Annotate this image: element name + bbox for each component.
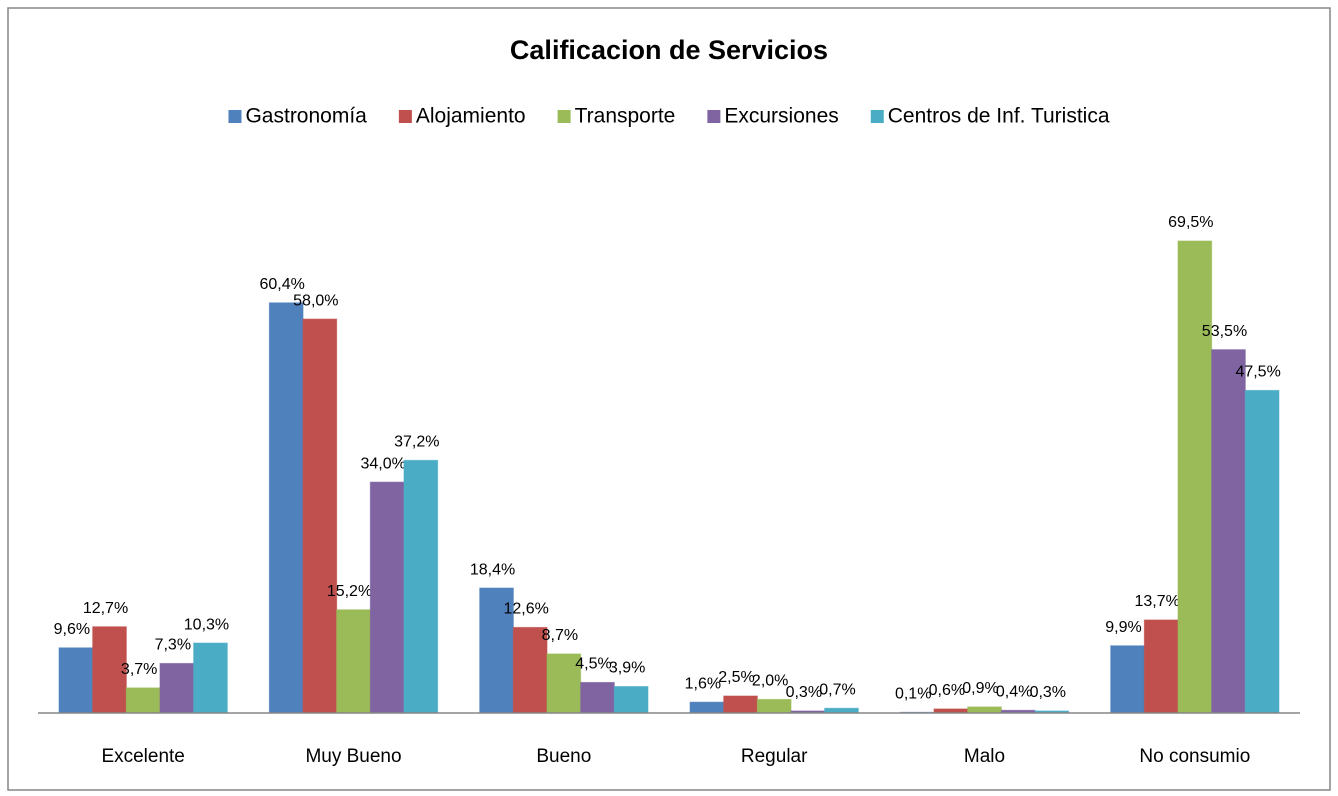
bar (479, 587, 514, 714)
bar (1143, 619, 1179, 714)
bar (403, 459, 439, 714)
data-label: 2,0% (752, 673, 788, 690)
data-label: 9,9% (1105, 619, 1141, 636)
data-label: 3,9% (609, 660, 645, 677)
data-label: 8,7% (542, 627, 578, 644)
data-label: 4,5% (575, 656, 611, 673)
bar (1244, 389, 1280, 714)
data-label: 60,4% (260, 276, 305, 293)
data-label: 58,0% (293, 292, 338, 309)
data-label: 7,3% (155, 637, 191, 654)
legend-label: Gastronomía (245, 105, 367, 128)
data-label: 69,5% (1168, 214, 1213, 231)
legend-label: Alojamiento (416, 105, 526, 128)
data-label: 0,7% (819, 681, 855, 698)
legend-swatch (870, 110, 884, 123)
bar (1177, 240, 1213, 714)
bar (369, 481, 405, 714)
legend-swatch (228, 110, 242, 123)
data-label: 1,6% (685, 675, 721, 692)
data-label: 18,4% (470, 561, 515, 578)
chart-title: Calificacion de Servicios (510, 35, 828, 65)
x-tick-label: Muy Bueno (305, 746, 401, 767)
data-label: 0,3% (786, 684, 822, 701)
data-label: 2,5% (718, 669, 754, 686)
bar (1110, 645, 1145, 714)
x-tick-label: Excelente (101, 746, 184, 767)
legend-swatch (557, 110, 571, 123)
x-tick-label: Malo (964, 746, 1005, 767)
bar (159, 662, 195, 714)
data-label: 0,9% (962, 680, 998, 697)
data-label: 0,1% (895, 686, 931, 703)
data-label: 37,2% (394, 434, 439, 451)
chart-border (7, 7, 1331, 791)
legend-label: Excursiones (724, 105, 838, 128)
bar (268, 302, 304, 714)
data-label: 12,7% (83, 600, 128, 617)
x-tick-label: Regular (741, 746, 808, 767)
data-label: 10,3% (184, 616, 229, 633)
data-label: 9,6% (54, 621, 90, 638)
bar (92, 626, 127, 714)
bar (58, 647, 94, 714)
bar (336, 609, 371, 714)
bar (613, 686, 649, 714)
legend-label: Centros de Inf. Turistica (888, 105, 1110, 128)
bar (580, 681, 615, 714)
x-tick-label: Bueno (536, 746, 591, 767)
data-label: 12,6% (503, 601, 548, 618)
bar (193, 642, 228, 714)
bar (756, 698, 792, 714)
data-label: 3,7% (121, 661, 157, 678)
data-label: 0,3% (1030, 684, 1066, 701)
legend-swatch (398, 110, 412, 123)
data-label: 0,4% (996, 684, 1032, 701)
legend-label: Transporte (575, 105, 676, 128)
bar (302, 318, 338, 714)
bar (689, 701, 725, 714)
legend-swatch (707, 110, 721, 123)
data-label: 15,2% (327, 583, 372, 600)
bar (1211, 349, 1246, 714)
data-label: 53,5% (1202, 323, 1247, 340)
data-label: 13,7% (1134, 593, 1179, 610)
x-tick-label: No consumio (1139, 746, 1250, 767)
data-label: 0,6% (929, 682, 965, 699)
data-label: 47,5% (1235, 364, 1280, 381)
data-label: 34,0% (360, 455, 405, 472)
bar (723, 695, 758, 714)
bar (125, 687, 161, 714)
bar (967, 706, 1002, 714)
